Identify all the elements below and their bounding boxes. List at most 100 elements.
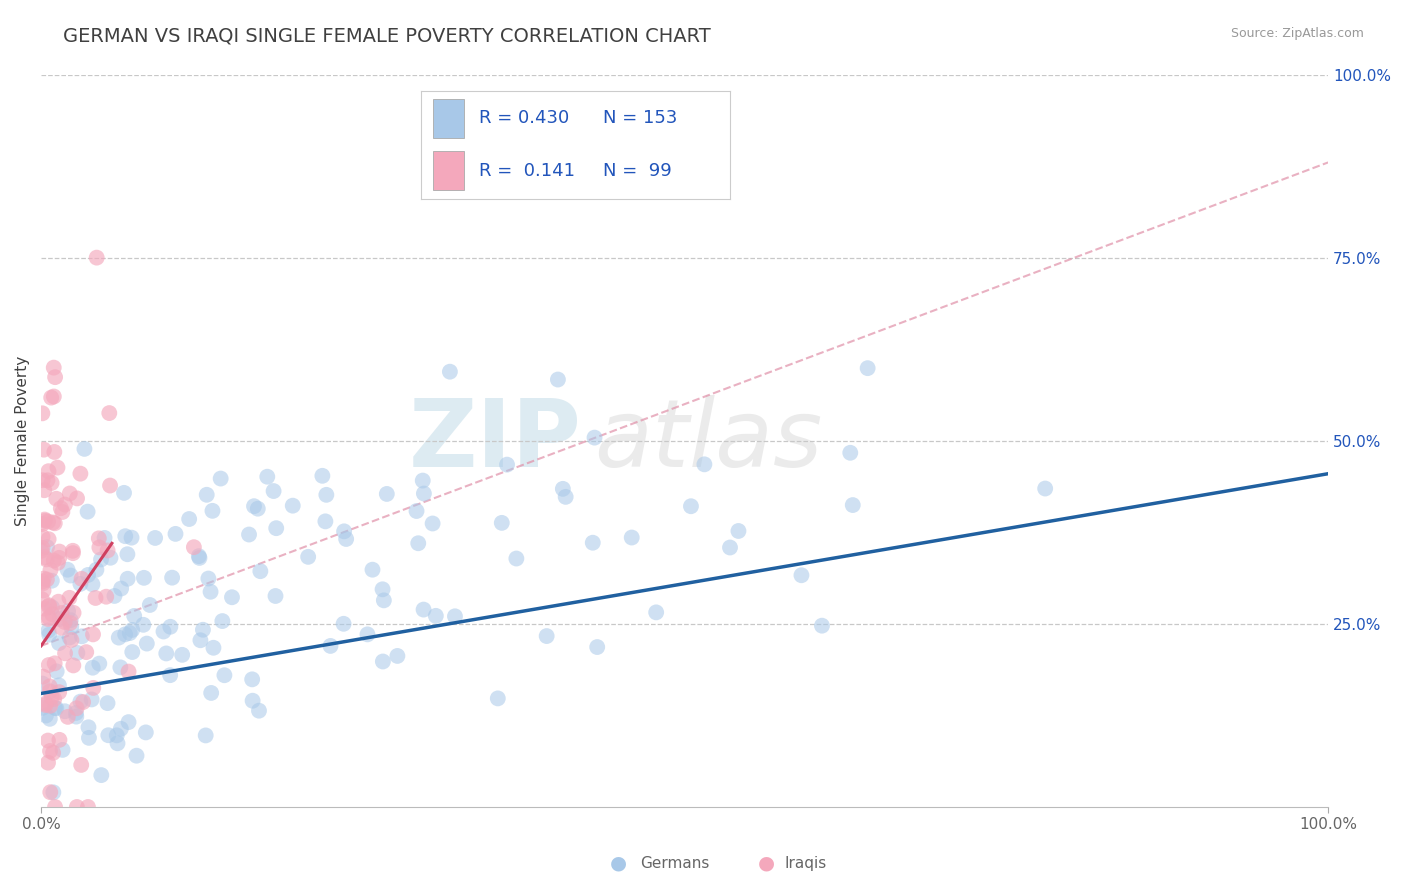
Point bbox=[65, 709, 87, 723]
Point bbox=[103, 589, 125, 603]
Point bbox=[194, 728, 217, 742]
Point bbox=[114, 529, 136, 543]
Point bbox=[51, 621, 73, 635]
Point bbox=[93, 531, 115, 545]
Point bbox=[406, 536, 429, 550]
Point bbox=[37, 756, 59, 770]
Point bbox=[281, 499, 304, 513]
Point bbox=[46, 460, 69, 475]
Point bbox=[97, 728, 120, 742]
Point bbox=[35, 540, 58, 554]
Point bbox=[100, 550, 122, 565]
Point bbox=[117, 547, 139, 561]
Point bbox=[48, 685, 70, 699]
Point bbox=[335, 532, 357, 546]
Point bbox=[59, 568, 82, 582]
Point bbox=[51, 606, 73, 620]
Point bbox=[35, 552, 58, 566]
Text: Iraqis: Iraqis bbox=[785, 856, 827, 871]
Point bbox=[42, 516, 65, 530]
Point bbox=[132, 617, 155, 632]
Point bbox=[62, 606, 84, 620]
Point bbox=[48, 544, 70, 558]
Point bbox=[551, 482, 574, 496]
Text: GERMAN VS IRAQI SINGLE FEMALE POVERTY CORRELATION CHART: GERMAN VS IRAQI SINGLE FEMALE POVERTY CO… bbox=[63, 27, 711, 45]
Point bbox=[790, 568, 813, 582]
Point bbox=[77, 568, 100, 582]
Point bbox=[42, 785, 65, 799]
Point bbox=[249, 564, 271, 578]
Point bbox=[35, 708, 58, 723]
Point bbox=[75, 645, 97, 659]
Point bbox=[72, 695, 94, 709]
Point bbox=[375, 487, 398, 501]
Point bbox=[371, 582, 394, 597]
Point bbox=[155, 647, 177, 661]
Point bbox=[98, 406, 121, 420]
Point bbox=[42, 746, 65, 760]
Point bbox=[159, 620, 181, 634]
Point bbox=[371, 655, 394, 669]
Point bbox=[34, 550, 56, 565]
Text: ●: ● bbox=[758, 854, 775, 873]
Point bbox=[35, 573, 58, 587]
Point bbox=[44, 692, 66, 706]
Point bbox=[37, 612, 59, 626]
Point bbox=[48, 612, 70, 626]
Point bbox=[51, 505, 73, 519]
Point bbox=[264, 589, 287, 603]
Point bbox=[240, 673, 263, 687]
Point bbox=[160, 571, 183, 585]
Point bbox=[41, 690, 63, 705]
Point bbox=[80, 692, 103, 706]
Point bbox=[96, 696, 118, 710]
Point bbox=[121, 623, 143, 637]
Point bbox=[412, 474, 434, 488]
Point bbox=[190, 633, 212, 648]
Point bbox=[41, 475, 63, 490]
Point bbox=[314, 514, 336, 528]
Point bbox=[319, 639, 342, 653]
Point bbox=[86, 251, 108, 265]
Point bbox=[98, 478, 121, 492]
Point bbox=[53, 704, 76, 718]
Point bbox=[42, 360, 65, 375]
Point bbox=[110, 582, 132, 596]
Point bbox=[486, 691, 509, 706]
Point bbox=[183, 540, 205, 554]
Point bbox=[66, 800, 89, 814]
Text: ZIP: ZIP bbox=[409, 395, 582, 487]
Point bbox=[62, 658, 84, 673]
Point bbox=[59, 613, 82, 627]
Point bbox=[56, 604, 79, 618]
Point bbox=[37, 515, 59, 529]
Point bbox=[332, 616, 354, 631]
Point bbox=[44, 445, 66, 459]
Point bbox=[211, 614, 233, 628]
Point bbox=[38, 532, 60, 546]
Point bbox=[191, 623, 214, 637]
Point bbox=[38, 684, 60, 698]
Point bbox=[31, 676, 53, 690]
Point bbox=[152, 624, 174, 639]
Point bbox=[121, 645, 143, 659]
Point bbox=[34, 697, 56, 711]
Point bbox=[53, 498, 76, 512]
Point bbox=[82, 661, 104, 675]
Point bbox=[45, 665, 67, 679]
Point bbox=[46, 556, 69, 570]
Point bbox=[59, 631, 82, 645]
Point bbox=[77, 800, 100, 814]
Point bbox=[53, 615, 76, 629]
Point bbox=[89, 657, 111, 671]
Point bbox=[586, 640, 609, 654]
Point bbox=[77, 720, 100, 734]
Point bbox=[356, 627, 378, 641]
Point bbox=[31, 576, 53, 591]
Point bbox=[679, 500, 702, 514]
Point bbox=[77, 731, 100, 745]
Point bbox=[69, 467, 91, 481]
Point bbox=[37, 473, 59, 487]
Point bbox=[82, 627, 104, 641]
Point bbox=[31, 516, 53, 531]
